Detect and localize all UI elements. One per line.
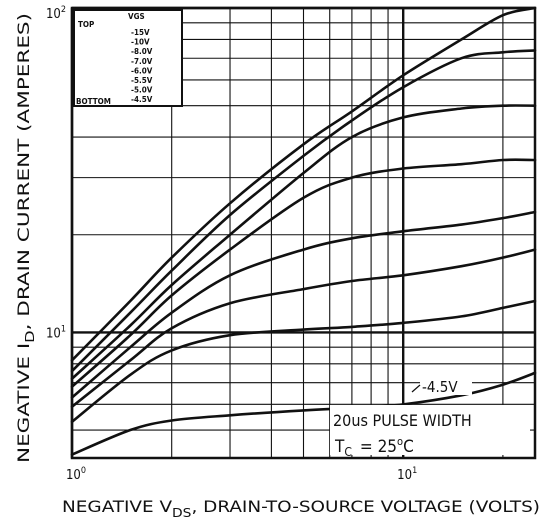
annotation-box	[330, 405, 530, 455]
legend-box	[73, 9, 183, 107]
series-line-5-5V	[70, 248, 537, 408]
y-axis-label-sub: D	[23, 330, 37, 342]
y-tick-label: 102	[46, 5, 66, 22]
curve-label-bg	[420, 377, 472, 395]
legend-entry: -8.0V	[131, 47, 153, 56]
x-tick-label: 101	[397, 466, 417, 483]
legend-bottom-label: BOTTOM	[76, 97, 111, 106]
y-axis-label: NEGATIVE ID, DRAIN CURRENT (AMPERES)	[14, 13, 37, 463]
x-tick-label: 100	[66, 466, 86, 483]
series-line-5-0V	[70, 299, 537, 424]
curve-label-leader	[411, 384, 421, 393]
legend-entry: -4.5V	[131, 95, 153, 104]
series-line-4-5V	[70, 371, 537, 456]
legend-entry: -7.0V	[131, 57, 153, 66]
legend-entry: -10V	[131, 38, 150, 47]
y-axis-label-rest: , DRAIN CURRENT (AMPERES)	[14, 13, 33, 330]
x-axis-label-sub: DS	[172, 506, 192, 520]
y-axis-label-main: NEGATIVE I	[14, 343, 33, 463]
legend-entry: -15V	[131, 28, 150, 37]
series-line-15V	[70, 6, 537, 362]
annotation-tc-main: T	[334, 437, 345, 457]
annotation-tc-sup: o	[397, 435, 403, 448]
legend-top-label: TOP	[78, 20, 94, 29]
legend-entry: -5.5V	[131, 76, 153, 85]
series-line-10V	[70, 49, 537, 373]
x-axis-label: NEGATIVE V DS, DRAIN-TO-SOURCE VOLTAGE (V…	[62, 497, 540, 520]
legend-entry: -5.0V	[131, 86, 153, 95]
legend-entry: -6.0V	[131, 66, 153, 75]
series-line-7-0V	[70, 158, 537, 388]
legend: VGS TOP BOTTOM -15V-10V-8.0V-7.0V-6.0V-5…	[73, 9, 183, 107]
legend-entries: -15V-10V-8.0V-7.0V-6.0V-5.5V-5.0V-4.5V	[131, 28, 153, 104]
annotation-pulse-width: 20us PULSE WIDTH	[333, 411, 472, 430]
annotation-tc: TC = 25oC	[334, 435, 414, 459]
x-axis-label-main: NEGATIVE V	[62, 497, 172, 516]
curves	[70, 6, 537, 456]
series-line-6-0V	[70, 210, 537, 399]
x-axis-label-rest: , DRAIN-TO-SOURCE VOLTAGE (VOLTS)	[191, 497, 540, 516]
plot-frame	[70, 6, 537, 460]
annotation-tc-value: = 25	[360, 437, 397, 457]
y-tick-labels: 101 102	[46, 5, 66, 341]
annotation-tc-unit: C	[403, 437, 414, 457]
annotation-tc-sub: C	[344, 445, 352, 459]
series-line-8-0V	[70, 104, 537, 380]
y-tick-label: 101	[46, 324, 66, 341]
legend-heading: VGS	[128, 12, 145, 21]
x-tick-labels: 100 101	[66, 466, 417, 483]
curve-label-4-5v: -4.5V	[422, 378, 458, 396]
